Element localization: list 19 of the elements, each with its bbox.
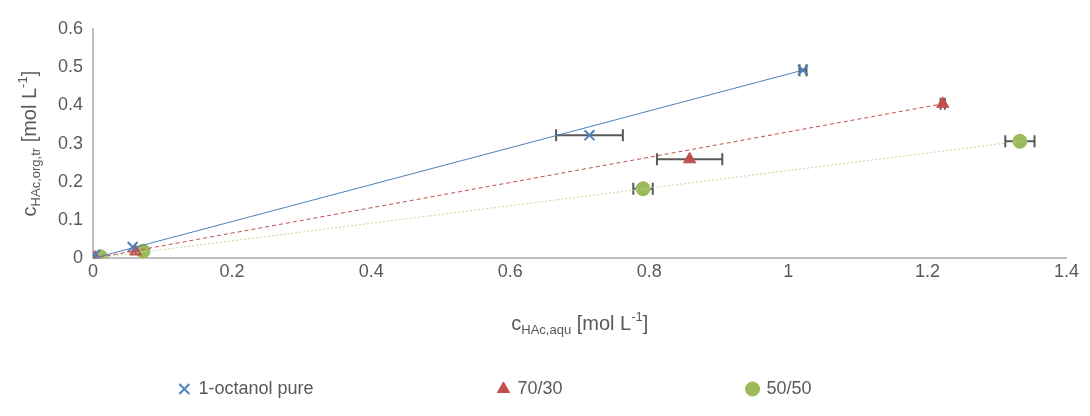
y-axis-title: cHAc,org,tr [mol L-1] <box>14 70 43 217</box>
y-tick-label: 0.2 <box>57 170 84 191</box>
y-tick-label: 0 <box>73 247 84 268</box>
x-tick-label: 0.8 <box>636 261 662 282</box>
y-tick-label: 0.5 <box>57 56 84 77</box>
legend-label: 50/50 <box>766 377 937 398</box>
x-tick-label: 0.4 <box>358 261 384 282</box>
legend-label: 1-octanol pure <box>198 377 439 398</box>
x-tick-label: 1.4 <box>1053 261 1079 282</box>
y-tick-label: 0.4 <box>57 94 84 115</box>
y-tick-label: 0.1 <box>57 209 84 230</box>
x-tick-label: 1.2 <box>914 261 940 282</box>
x-tick-label: 0 <box>88 261 99 282</box>
x-tick-label: 0.2 <box>219 261 245 282</box>
x-tick-label: 1 <box>783 261 794 282</box>
x-tick-label: 0.6 <box>497 261 523 282</box>
y-tick-label: 0.6 <box>57 17 84 38</box>
legend-label: 70/30 <box>517 377 688 398</box>
y-tick-label: 0.3 <box>57 132 84 153</box>
